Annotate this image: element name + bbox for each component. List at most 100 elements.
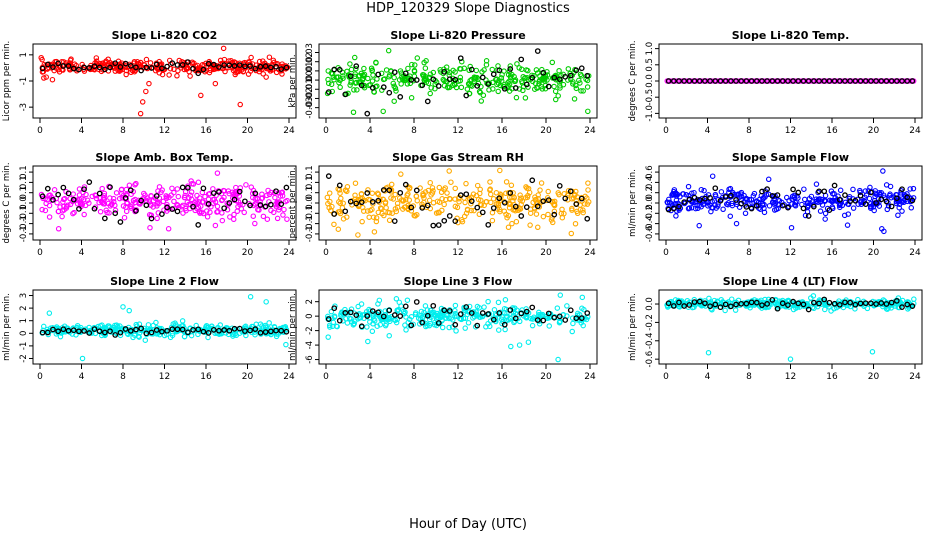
data-point xyxy=(248,54,254,61)
y-tick-label: 0.0 xyxy=(19,196,29,210)
data-point xyxy=(489,66,496,73)
data-point-black xyxy=(153,327,160,333)
y-tick-label: 0 xyxy=(19,331,29,336)
data-point-black xyxy=(842,299,848,306)
data-point xyxy=(449,82,456,89)
data-point xyxy=(815,197,822,203)
data-point-black xyxy=(402,181,409,188)
data-point-black xyxy=(738,78,745,84)
x-tick-label: 4 xyxy=(705,126,711,136)
outlier-point xyxy=(525,339,532,345)
data-point xyxy=(580,207,586,213)
outlier-point xyxy=(165,226,172,232)
data-point xyxy=(862,188,869,194)
x-tick-label: 24 xyxy=(584,126,596,136)
y-tick-label: -4 xyxy=(305,341,315,349)
data-point-black xyxy=(39,193,46,200)
data-point xyxy=(907,186,913,192)
data-point-black xyxy=(836,301,843,308)
data-point-black xyxy=(369,199,376,205)
data-point-black xyxy=(200,66,207,73)
data-point xyxy=(468,200,474,207)
data-point xyxy=(414,197,421,204)
data-point xyxy=(673,193,680,199)
data-point xyxy=(61,207,67,213)
data-point-black xyxy=(112,332,119,338)
data-point-black xyxy=(336,66,343,73)
data-point xyxy=(204,208,210,214)
data-point xyxy=(331,77,337,83)
data-point-black xyxy=(169,326,176,333)
data-point xyxy=(383,321,389,327)
data-point-black xyxy=(545,83,552,90)
data-point xyxy=(257,198,263,205)
data-point xyxy=(580,88,586,94)
panel-8: Slope Line 3 Flow ml/min per min. 0 4 8 12 16 2… xyxy=(288,275,598,382)
data-point xyxy=(545,188,551,195)
data-point xyxy=(522,95,529,101)
x-tick-label: 20 xyxy=(540,372,552,382)
data-point-black xyxy=(463,92,470,99)
data-point-black xyxy=(893,298,900,304)
data-point xyxy=(438,189,445,195)
data-point xyxy=(60,196,67,203)
data-point-black xyxy=(65,190,72,197)
panel-title: Slope Amb. Box Temp. xyxy=(95,151,233,164)
data-point xyxy=(369,190,376,196)
data-point-black xyxy=(501,85,508,92)
data-point xyxy=(351,87,357,93)
data-point xyxy=(576,77,582,84)
data-point-black xyxy=(523,81,530,88)
data-point-black xyxy=(336,317,343,324)
data-point-black xyxy=(101,215,108,222)
data-point-black xyxy=(529,304,536,311)
data-point xyxy=(507,74,514,81)
data-point-black xyxy=(686,302,693,308)
data-point xyxy=(55,208,62,215)
data-point-black xyxy=(419,319,426,326)
data-point xyxy=(148,192,154,199)
data-point xyxy=(328,308,335,315)
data-point-black xyxy=(540,69,547,76)
data-point-black xyxy=(738,200,745,207)
outlier-point xyxy=(705,349,712,356)
data-point xyxy=(232,71,238,78)
data-point xyxy=(466,81,473,87)
data-point-black xyxy=(847,78,854,84)
data-point xyxy=(822,306,828,313)
data-point xyxy=(535,224,541,231)
data-point xyxy=(393,88,399,94)
data-point xyxy=(510,190,516,196)
data-point xyxy=(792,199,799,206)
data-point xyxy=(439,324,446,331)
data-point-black xyxy=(810,203,817,210)
data-point-black xyxy=(800,205,807,212)
data-point-black xyxy=(446,76,453,83)
data-point xyxy=(387,318,393,325)
x-tick-label: 16 xyxy=(826,248,838,258)
x-tick-label: 12 xyxy=(452,248,463,258)
data-point-black xyxy=(474,322,481,329)
data-point xyxy=(361,82,368,89)
data-point xyxy=(557,85,563,91)
y-tick-label: -0.4 xyxy=(645,215,655,232)
data-point-black xyxy=(358,199,365,206)
data-point-black xyxy=(424,312,431,319)
y-tick-label: 0.1 xyxy=(305,165,315,179)
data-point xyxy=(511,73,517,80)
data-point xyxy=(328,207,334,214)
data-point xyxy=(533,67,540,73)
data-point xyxy=(483,199,489,205)
data-point-black xyxy=(893,195,900,202)
data-point xyxy=(331,314,338,320)
data-point-black xyxy=(210,61,217,68)
data-point xyxy=(486,87,492,93)
data-point-black xyxy=(727,78,734,84)
data-point xyxy=(708,306,714,312)
data-point-black xyxy=(267,201,274,208)
data-point-black xyxy=(236,325,243,332)
data-point-black xyxy=(584,215,591,222)
data-point xyxy=(81,184,88,190)
data-point xyxy=(473,67,480,74)
